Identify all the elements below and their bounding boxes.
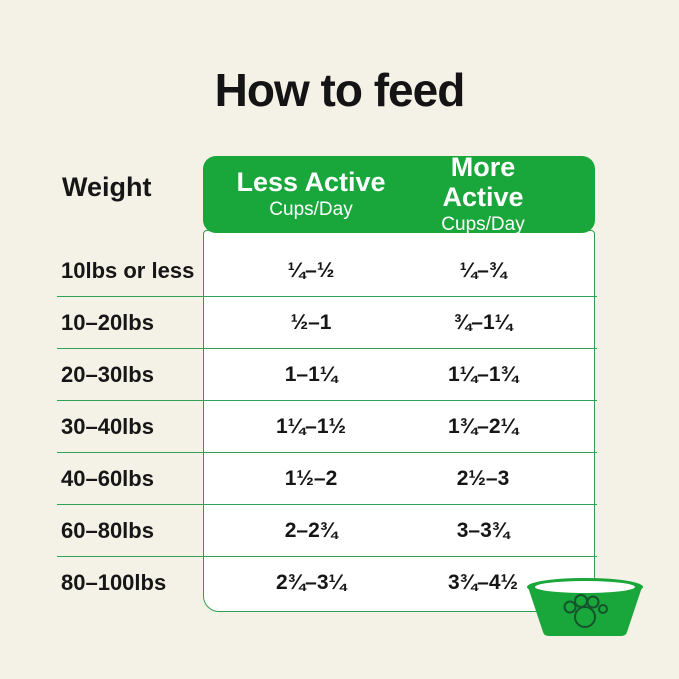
less-active-value: 1–1¼ bbox=[284, 362, 338, 386]
more-active-value: 1¾–2¼ bbox=[447, 414, 519, 438]
more-active-label: More Active bbox=[442, 151, 524, 212]
weight-label: 40–60lbs bbox=[61, 465, 154, 491]
more-active-value: 2½–3 bbox=[456, 466, 510, 490]
table-row: 20–30lbs 1–1¼ 1¼–1¾ bbox=[57, 349, 597, 401]
weight-label: 80–100lbs bbox=[61, 570, 167, 595]
less-active-value: 1½–2 bbox=[284, 466, 338, 490]
weight-label: 20–30lbs bbox=[61, 361, 154, 387]
weight-label: 10lbs or less bbox=[61, 257, 195, 283]
less-active-value: ½–1 bbox=[290, 310, 332, 334]
feeding-table-body bbox=[203, 230, 595, 612]
table-row: 40–60lbs 1½–2 2½–3 bbox=[57, 453, 597, 505]
weight-label: 60–80lbs bbox=[61, 517, 154, 543]
feeding-table-rows: 10lbs or less ¼–½ ¼–¾ 10–20lbs ½–1 ¾–1¼ … bbox=[57, 245, 597, 609]
more-active-value: 3¾–4½ bbox=[447, 571, 519, 594]
weight-label: 30–40lbs bbox=[61, 413, 154, 439]
more-active-value: 3–3¾ bbox=[456, 518, 510, 542]
less-active-value: 1¼–1½ bbox=[275, 414, 347, 438]
less-active-value: ¼–½ bbox=[287, 258, 335, 282]
less-active-value: 2–2¾ bbox=[284, 518, 338, 542]
weight-column-header: Weight bbox=[62, 172, 152, 202]
table-header-band: Less Active Cups/Day More Active Cups/Da… bbox=[203, 151, 595, 236]
more-active-value: 1¼–1¾ bbox=[447, 362, 519, 386]
table-row: 10–20lbs ½–1 ¾–1¼ bbox=[57, 297, 597, 349]
more-active-value: ¾–1¼ bbox=[453, 310, 513, 334]
table-row: 80–100lbs 2¾–3¼ 3¾–4½ bbox=[57, 557, 597, 609]
column-header-more-active: More Active Cups/Day bbox=[419, 151, 547, 236]
page-title: How to feed bbox=[214, 64, 466, 116]
table-row: 10lbs or less ¼–½ ¼–¾ bbox=[57, 245, 597, 297]
less-active-label: Less Active bbox=[236, 166, 386, 197]
less-active-sublabel: Cups/Day bbox=[269, 199, 353, 221]
dog-bowl-with-paw-icon bbox=[527, 578, 643, 636]
less-active-value: 2¾–3¼ bbox=[275, 571, 347, 594]
weight-label: 10–20lbs bbox=[61, 309, 154, 335]
more-active-value: ¼–¾ bbox=[459, 258, 507, 282]
table-row: 60–80lbs 2–2¾ 3–3¾ bbox=[57, 505, 597, 557]
table-row: 30–40lbs 1¼–1½ 1¾–2¼ bbox=[57, 401, 597, 453]
more-active-sublabel: Cups/Day bbox=[441, 214, 525, 236]
column-header-less-active: Less Active Cups/Day bbox=[203, 156, 419, 233]
